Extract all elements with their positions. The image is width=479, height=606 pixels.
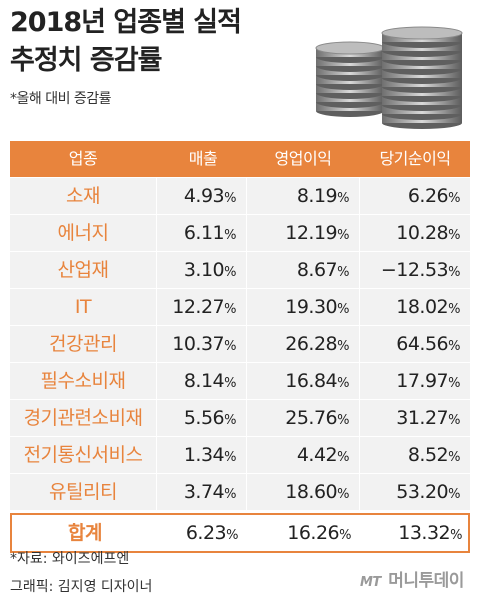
title-line-2: 추정치 증감률 [10, 45, 162, 76]
revenue-value: 1.34% [183, 444, 237, 466]
revenue-value: 3.74% [183, 481, 237, 503]
sector-name: 경기관련소비재 [23, 407, 143, 429]
revenue-value: 6.11% [183, 222, 237, 244]
operating-profit-value: 25.76% [285, 407, 349, 429]
column-divider [359, 252, 360, 288]
sector-name: 소재 [66, 185, 100, 207]
net-profit-value: 64.56% [396, 333, 460, 355]
graphic-credit: 그래픽: 김지영 디자이너 [10, 579, 153, 595]
revenue-value: 12.27% [172, 296, 236, 318]
table-row: 필수소비재 8.14% 16.84% 17.97% [10, 363, 470, 400]
column-divider [246, 215, 247, 251]
column-divider [359, 400, 360, 436]
column-divider [156, 252, 157, 288]
column-divider [246, 474, 247, 510]
revenue-value: 10.37% [172, 333, 236, 355]
net-profit-value: 8.52% [407, 444, 461, 466]
total-operating-profit: 16.26% [287, 522, 351, 544]
table-row: IT 12.27% 19.30% 18.02% [10, 289, 470, 326]
column-divider [359, 289, 360, 325]
table-row: 건강관리 10.37% 26.28% 64.56% [10, 326, 470, 363]
logo-name: 머니투데이 [388, 571, 464, 591]
table-row: 유틸리티 3.74% 18.60% 53.20% [10, 474, 470, 511]
column-divider [156, 289, 157, 325]
sector-name: IT [74, 296, 92, 318]
header-revenue: 매출 [188, 149, 218, 168]
total-label: 합계 [68, 522, 102, 544]
header-net-profit: 당기순이익 [379, 149, 451, 168]
sector-name: 유틸리티 [49, 481, 117, 503]
column-divider [156, 215, 157, 251]
sector-name: 에너지 [57, 222, 109, 244]
chart-subtitle: *올해 대비 증감률 [10, 91, 112, 107]
column-divider [246, 326, 247, 362]
column-divider [156, 474, 157, 510]
net-profit-value: 10.28% [396, 222, 460, 244]
logo-mt: MT [360, 575, 381, 590]
table-row: 산업재 3.10% 8.67% −12.53% [10, 252, 470, 289]
sector-name: 필수소비재 [40, 370, 126, 392]
operating-profit-value: 4.42% [296, 444, 350, 466]
column-divider [359, 474, 360, 510]
table-row: 경기관련소비재 5.56% 25.76% 31.27% [10, 400, 470, 437]
net-profit-value: 6.26% [407, 185, 461, 207]
table-header: 업종 매출 영업이익 당기순이익 [10, 141, 470, 178]
column-divider [156, 178, 157, 214]
table-row: 전기통신서비스 1.34% 4.42% 8.52% [10, 437, 470, 474]
chart-title: 2018년 업종별 실적 추정치 증감률 [10, 4, 242, 80]
operating-profit-value: 16.84% [285, 370, 349, 392]
source-note: *자료: 와이즈에프엔 [10, 551, 130, 567]
coin-stack-illustration [315, 26, 463, 129]
total-row: 합계 6.23% 16.26% 13.32% [10, 513, 470, 553]
sector-name: 전기통신서비스 [23, 444, 143, 466]
sector-name: 건강관리 [49, 333, 117, 355]
operating-profit-value: 26.28% [285, 333, 349, 355]
header-operating-profit: 영업이익 [274, 149, 332, 168]
revenue-value: 5.56% [183, 407, 237, 429]
total-net-profit: 13.32% [398, 522, 462, 544]
column-divider [156, 437, 157, 473]
net-profit-value: 17.97% [396, 370, 460, 392]
column-divider [359, 363, 360, 399]
column-divider [359, 326, 360, 362]
coin-top [315, 41, 385, 55]
sector-name: 산업재 [57, 259, 109, 281]
operating-profit-value: 12.19% [285, 222, 349, 244]
revenue-value: 4.93% [183, 185, 237, 207]
column-divider [246, 289, 247, 325]
table-row: 소재 4.93% 8.19% 6.26% [10, 178, 470, 215]
coin-top [381, 26, 463, 40]
operating-profit-value: 8.67% [296, 259, 350, 281]
revenue-value: 3.10% [183, 259, 237, 281]
column-divider [246, 437, 247, 473]
column-divider [246, 178, 247, 214]
title-line-1: 2018년 업종별 실적 [10, 7, 242, 38]
header-sector: 업종 [68, 149, 98, 168]
table-row: 에너지 6.11% 12.19% 10.28% [10, 215, 470, 252]
net-profit-value: −12.53% [380, 259, 461, 281]
operating-profit-value: 19.30% [285, 296, 349, 318]
operating-profit-value: 18.60% [285, 481, 349, 503]
total-revenue: 6.23% [185, 522, 239, 544]
net-profit-value: 31.27% [396, 407, 460, 429]
column-divider [156, 400, 157, 436]
net-profit-value: 53.20% [396, 481, 460, 503]
data-table: 업종 매출 영업이익 당기순이익 소재 4.93% 8.19% 6.26% 에너지 6.1… [10, 141, 470, 553]
column-divider [359, 215, 360, 251]
operating-profit-value: 8.19% [296, 185, 350, 207]
column-divider [246, 363, 247, 399]
column-divider [359, 437, 360, 473]
revenue-value: 8.14% [183, 370, 237, 392]
column-divider [156, 363, 157, 399]
column-divider [246, 252, 247, 288]
column-divider [246, 400, 247, 436]
column-divider [156, 326, 157, 362]
publisher-logo: MT 머니투데이 [360, 566, 464, 591]
net-profit-value: 18.02% [396, 296, 460, 318]
column-divider [359, 178, 360, 214]
